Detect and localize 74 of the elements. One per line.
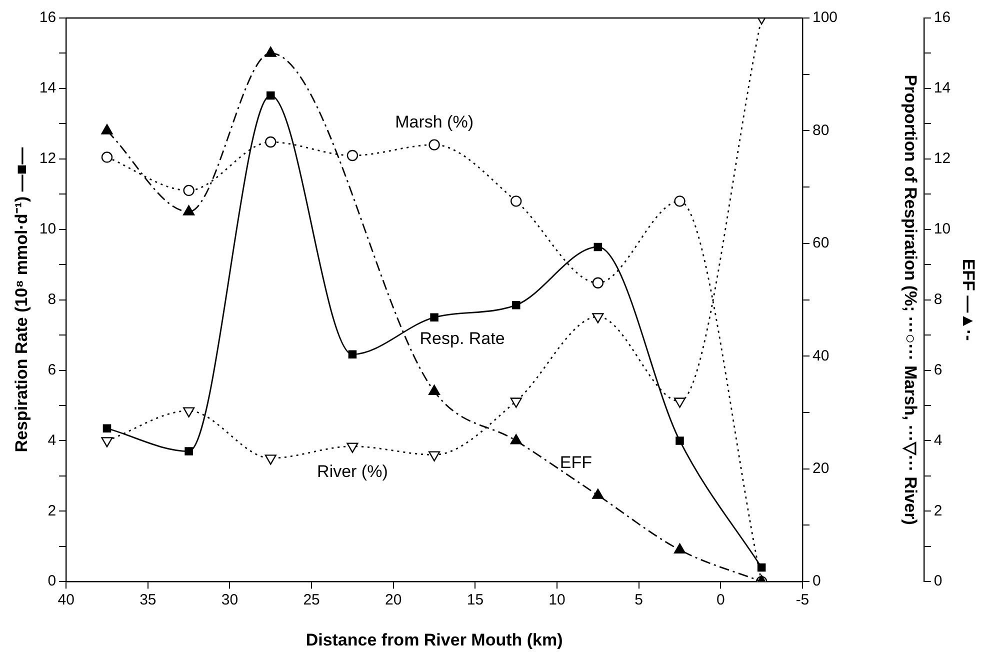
point xyxy=(266,91,275,100)
x-tick-label: 25 xyxy=(303,592,320,609)
x-axis-title: Distance from River Mouth (km) xyxy=(306,630,563,650)
point xyxy=(510,398,522,408)
y2-tick-label: 80 xyxy=(812,122,830,139)
y3-tick-label: 2 xyxy=(934,502,942,520)
point xyxy=(512,300,520,310)
point xyxy=(183,407,195,418)
point xyxy=(346,442,358,453)
point xyxy=(592,277,604,288)
point xyxy=(184,447,193,456)
point xyxy=(101,152,113,163)
x-tick-label: 40 xyxy=(58,592,74,609)
point xyxy=(265,136,276,148)
y3-tick-label: 8 xyxy=(934,290,942,308)
x-tick-label: 5 xyxy=(634,592,644,609)
y2-tick-label: 20 xyxy=(812,460,830,478)
y3-tick-label: 0 xyxy=(934,572,942,590)
point xyxy=(183,184,194,196)
y-tick-label: 16 xyxy=(39,9,56,26)
y2-tick-label: 60 xyxy=(812,234,830,252)
point xyxy=(510,434,522,444)
series-label: Marsh (%) xyxy=(395,112,474,132)
y2-tick-label: 100 xyxy=(812,9,838,26)
y-tick-label: 4 xyxy=(48,432,56,449)
x-tick-label: -5 xyxy=(796,592,810,609)
y2-axis-title: Proportion of Respiration (%; ···○··· Marsh, ···▽··· River) xyxy=(901,74,920,525)
y2-tick-label: 40 xyxy=(812,347,830,364)
point xyxy=(674,398,686,408)
point xyxy=(510,196,522,207)
point xyxy=(183,205,195,216)
y-tick-label: 0 xyxy=(48,572,56,590)
x-tick-label: 20 xyxy=(385,592,402,609)
y3-tick-label: 12 xyxy=(934,150,951,168)
point xyxy=(346,150,358,162)
x-tick-label: 35 xyxy=(140,592,156,609)
point xyxy=(101,437,113,448)
y3-tick-label: 4 xyxy=(934,432,942,449)
x-tick-label: 15 xyxy=(466,592,484,609)
point xyxy=(757,563,766,572)
point xyxy=(676,436,684,445)
y3-tick-label: 16 xyxy=(934,9,951,26)
y-tick-label: 10 xyxy=(39,220,56,238)
y3-tick-label: 10 xyxy=(934,220,951,238)
point xyxy=(428,451,440,462)
point xyxy=(264,454,276,465)
point xyxy=(101,124,113,134)
y3-axis-title: EFF —▲·- xyxy=(959,258,978,341)
point xyxy=(348,350,357,359)
series-label: River (%) xyxy=(317,462,388,482)
x-tick-label: 30 xyxy=(221,592,238,609)
point xyxy=(264,46,276,57)
point xyxy=(674,196,686,207)
point xyxy=(592,313,604,324)
y3-tick-label: 6 xyxy=(934,361,942,378)
point xyxy=(102,424,112,433)
y-axis-title: Respiration Rate (10⁸ mmol·d⁻¹) —■— xyxy=(12,147,31,452)
series-label: EFF xyxy=(560,452,592,472)
y-tick-label: 8 xyxy=(48,290,56,308)
point xyxy=(430,313,438,322)
y-tick-label: 6 xyxy=(48,361,56,378)
y3-tick-label: 14 xyxy=(934,80,951,97)
y-tick-label: 2 xyxy=(48,502,56,520)
x-tick-label: 0 xyxy=(716,592,725,609)
y-tick-label: 14 xyxy=(39,80,56,97)
series-label: Resp. Rate xyxy=(420,329,505,348)
point xyxy=(428,139,440,150)
y2-tick-label: 0 xyxy=(812,572,821,590)
point xyxy=(674,543,686,554)
point xyxy=(592,488,604,499)
point xyxy=(594,242,602,252)
y-tick-label: 12 xyxy=(39,150,56,168)
point xyxy=(428,384,440,395)
x-tick-label: 10 xyxy=(548,592,566,609)
